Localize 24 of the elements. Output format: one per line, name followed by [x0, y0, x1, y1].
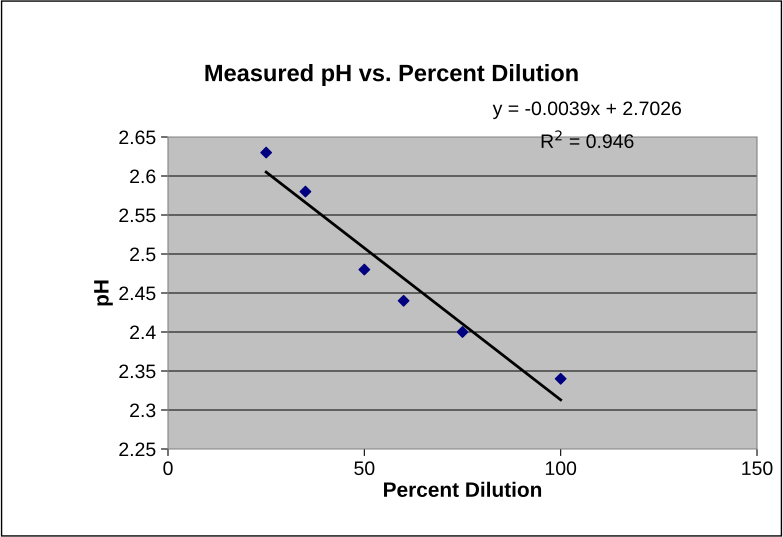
- y-tick-label: 2.3: [130, 403, 156, 418]
- y-tick-label: 2.4: [130, 325, 156, 340]
- x-axis-title: Percent Dilution: [384, 482, 542, 498]
- x-tick-label: 0: [163, 461, 173, 476]
- y-tick-label: 2.65: [119, 130, 156, 144]
- x-tick-label: 100: [546, 461, 576, 476]
- point: [260, 146, 272, 158]
- point: [398, 294, 410, 307]
- y-tick-label: 2.35: [119, 364, 156, 378]
- y-axis-title: pH: [94, 280, 113, 306]
- x-tick-label: 150: [742, 461, 772, 476]
- annotation: R$^{2}$ = 0.946: [542, 130, 634, 148]
- x-tick-label: 50: [354, 461, 374, 476]
- y-tick-label: 2.55: [119, 208, 156, 222]
- text: y = -0.0039x + 2.7026: [492, 101, 681, 120]
- chart-title: Measured pH vs. Percent Dilution: [205, 64, 578, 86]
- point: [358, 264, 370, 276]
- y-tick-label: 2.5: [130, 247, 156, 262]
- y-tick-label: 2.45: [119, 286, 156, 300]
- point: [554, 372, 567, 385]
- y-tick-label: 2.25: [119, 442, 156, 456]
- point: [456, 326, 468, 338]
- point: [300, 186, 312, 198]
- y-tick-label: 2.6: [130, 169, 156, 184]
